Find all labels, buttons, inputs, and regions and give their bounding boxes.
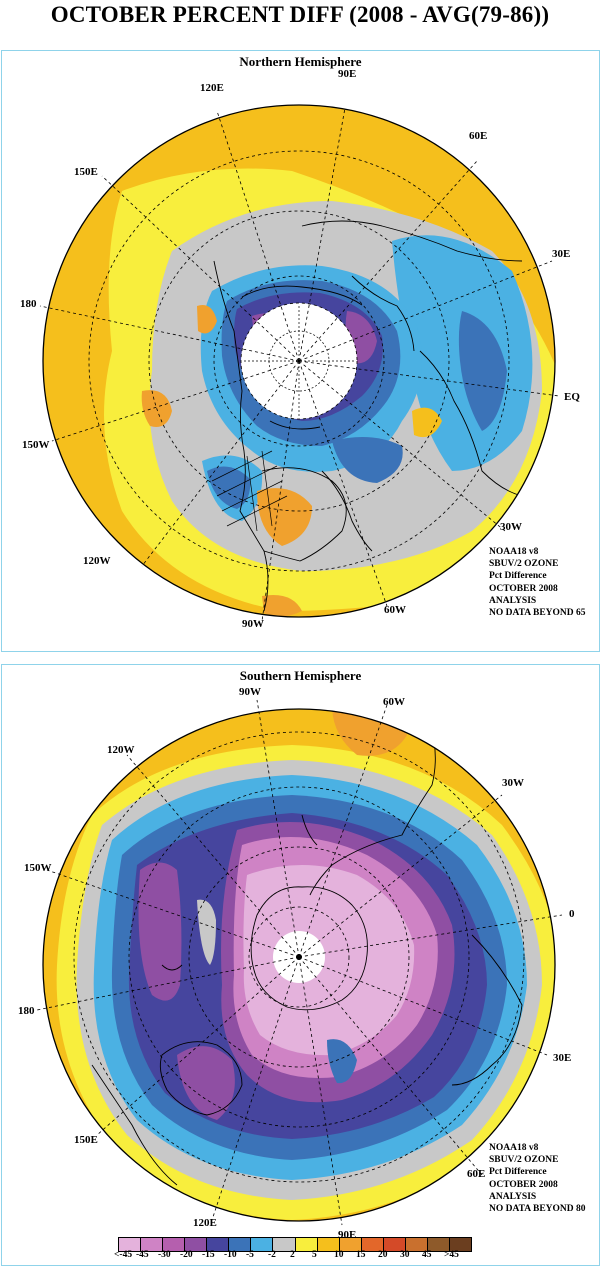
sh-lon-label: 120E xyxy=(193,1217,217,1229)
color-legend: <-45 -45 -30 -20 -15 -10 -5 -2 2 5 10 15 20 30 45 >45 xyxy=(114,1237,488,1265)
nh-lon-label: 90E xyxy=(338,68,356,80)
nh-credit-line: Pct Difference xyxy=(489,571,547,582)
sh-credits: NOAA18 v8 SBUV/2 OZONE Pct Difference OC… xyxy=(489,1142,586,1215)
legend-swatch xyxy=(229,1238,252,1251)
legend-swatch xyxy=(163,1238,186,1251)
sh-credit-line: Pct Difference xyxy=(489,1167,547,1178)
legend-label: -45 xyxy=(136,1250,149,1260)
legend-label: 30 xyxy=(400,1250,410,1260)
nh-pole-hatching xyxy=(211,306,354,532)
legend-swatch xyxy=(405,1238,428,1251)
sh-coastlines xyxy=(91,709,523,1186)
nh-lon-label: 120E xyxy=(200,82,224,94)
nh-lon-label: 30W xyxy=(500,521,522,533)
legend-label: -5 xyxy=(246,1250,254,1260)
page-title: OCTOBER PERCENT DIFF (2008 - AVG(79-86)) xyxy=(50,2,550,27)
sh-credit-line: NO DATA BEYOND 80 xyxy=(489,1204,586,1215)
legend-label: -15 xyxy=(202,1250,215,1260)
legend-label: -20 xyxy=(180,1250,193,1260)
legend-label: 2 xyxy=(290,1250,295,1260)
nh-lon-label: EQ xyxy=(564,391,580,403)
southern-hemisphere-title: Southern Hemisphere xyxy=(239,668,362,683)
sh-lon-label: 0 xyxy=(569,908,575,920)
nh-credits: NOAA18 v8 SBUV/2 OZONE Pct Difference OC… xyxy=(489,546,586,619)
legend-swatch xyxy=(141,1238,164,1251)
legend-label: >45 xyxy=(444,1250,459,1260)
nh-ozone-contours xyxy=(43,105,555,617)
sh-lon-label: 60W xyxy=(383,696,405,708)
sh-pole-marker xyxy=(296,954,302,960)
sh-credit-line: SBUV/2 OZONE xyxy=(489,1155,559,1166)
legend-label: 5 xyxy=(312,1250,317,1260)
legend-swatch xyxy=(339,1238,362,1251)
sh-graticule xyxy=(36,699,563,1226)
legend-swatch xyxy=(317,1238,340,1251)
southern-hemisphere-map: 90W 60W 120W 30W 150W 0 180 30E 150E 60E… xyxy=(18,686,575,1241)
legend-swatch xyxy=(119,1238,142,1251)
nh-lon-label: 120W xyxy=(83,555,111,567)
sh-credit-line: OCTOBER 2008 xyxy=(489,1179,558,1190)
nh-lon-label: 150E xyxy=(74,166,98,178)
sh-lon-label: 30W xyxy=(502,777,524,789)
sh-lon-label: 180 xyxy=(18,1005,35,1017)
nh-lon-label: 60E xyxy=(469,130,487,142)
legend-label: 15 xyxy=(356,1250,366,1260)
sh-lon-label: 90W xyxy=(239,686,261,698)
legend-label: -10 xyxy=(224,1250,237,1260)
sh-credit-line: ANALYSIS xyxy=(489,1191,537,1202)
legend-swatch xyxy=(361,1238,384,1251)
nh-graticule xyxy=(39,107,560,622)
legend-swatch xyxy=(185,1238,208,1251)
nh-lon-label: 60W xyxy=(384,604,406,616)
legend-swatch xyxy=(427,1238,450,1251)
sh-map-outline xyxy=(42,708,556,1222)
southern-hemisphere-panel: Southern Hemisphere xyxy=(1,664,600,1266)
nh-credit-line: OCTOBER 2008 xyxy=(489,583,558,594)
legend-label: 20 xyxy=(378,1250,388,1260)
legend-swatch xyxy=(273,1238,296,1251)
northern-hemisphere-panel: Northern Hemisphere xyxy=(1,50,600,652)
legend-color-bar xyxy=(118,1237,472,1252)
legend-label: -30 xyxy=(158,1250,171,1260)
legend-label: -2 xyxy=(268,1250,276,1260)
sh-lon-label: 150E xyxy=(74,1134,98,1146)
sh-credit-line: NOAA18 v8 xyxy=(489,1143,539,1153)
nh-credit-line: SBUV/2 OZONE xyxy=(489,559,559,570)
legend-labels: <-45 -45 -30 -20 -15 -10 -5 -2 2 5 10 15 20 30 45 >45 xyxy=(112,1250,492,1264)
nh-credit-line: NOAA18 v8 xyxy=(489,547,539,557)
sh-lon-label: 60E xyxy=(467,1168,485,1180)
nh-lon-label: 150W xyxy=(22,439,50,451)
nh-credit-line: NO DATA BEYOND 65 xyxy=(489,608,586,619)
legend-swatch xyxy=(449,1238,471,1251)
legend-swatch xyxy=(251,1238,274,1251)
nh-coastlines xyxy=(213,220,523,612)
legend-label: 10 xyxy=(334,1250,344,1260)
legend-label: <-45 xyxy=(114,1250,133,1260)
sh-ozone-contours xyxy=(43,709,555,1221)
nh-lon-label: 90W xyxy=(242,618,264,630)
sh-lon-label: 150W xyxy=(24,862,52,874)
nh-map-outline xyxy=(42,104,556,618)
nh-credit-line: ANALYSIS xyxy=(489,595,537,606)
nh-lon-label: 30E xyxy=(552,248,570,260)
sh-lon-label: 120W xyxy=(107,744,135,756)
nh-lon-label: 180 xyxy=(20,298,37,310)
northern-hemisphere-title: Northern Hemisphere xyxy=(239,54,362,69)
legend-swatch xyxy=(295,1238,318,1251)
sh-lon-label: 30E xyxy=(553,1052,571,1064)
legend-swatch xyxy=(207,1238,230,1251)
legend-label: 45 xyxy=(422,1250,432,1260)
northern-hemisphere-map: 120E 90E 60E 30E EQ 30W 60W 90W 120W 150… xyxy=(20,68,580,630)
legend-swatch xyxy=(383,1238,406,1251)
